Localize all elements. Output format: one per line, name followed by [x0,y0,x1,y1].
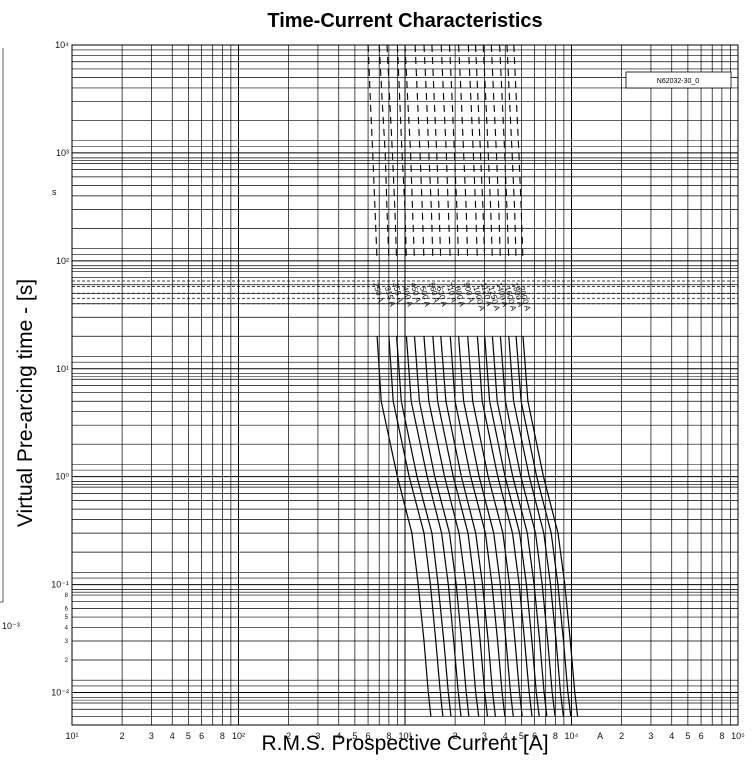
x-tick-label: 8 [386,731,391,741]
series-curve-upper [386,44,398,261]
y-minor-tick-label: 5 [65,615,69,621]
grid [71,44,739,726]
series-curve-lower [458,336,514,717]
series-curve-lower [396,336,452,717]
series-curve-lower [388,336,444,717]
y-unit-marker: s [52,187,57,197]
series-curve-upper [423,44,434,261]
series-curve-lower [476,336,533,717]
y-tick-label: 10⁰ [55,472,69,482]
series-curve-lower [515,336,572,717]
series-curve-upper [431,44,442,261]
series-curve-upper [404,44,416,261]
series-curve-lower [405,336,462,717]
x-tick-label: 10² [232,731,245,741]
series-curve-lower [499,336,556,717]
y-tick-label: 10² [56,256,69,266]
x-axis-label: R.M.S. Prospective Current [A] [261,732,548,755]
y-tick-label: 10³ [56,148,69,158]
x-tick-label: 4 [336,731,341,741]
x-tick-label: 4 [503,731,508,741]
y-minor-tick-label: 8 [65,593,69,599]
x-tick-label: 6 [532,731,537,741]
series-curve-lower [467,336,523,717]
series-curve-upper [396,44,407,261]
series-curve-upper [448,44,460,261]
series-curve-upper [474,44,486,261]
left-fragment-tick: 10⁻³ [2,621,20,631]
x-tick-label: 10¹ [65,731,78,741]
series-curve-upper [440,44,451,261]
y-tick-labels: 10⁴ 10³ 10² 10¹ 10⁰ 10⁻¹ 10⁻² 8 6 5 4 3 2 [51,40,69,698]
x-tick-label: 4 [170,731,175,741]
series-curve-upper [513,44,524,261]
series-curve-lower [413,336,470,717]
x-tick-label: 3 [482,731,487,741]
x-tick-label: 2 [120,731,125,741]
x-tick-label: 2 [286,731,291,741]
y-tick-label: 10¹ [56,364,69,374]
x-tick-label: 10³ [398,731,411,741]
series-curve-upper [490,44,501,261]
x-tick-label: 3 [315,731,320,741]
x-tick-label: 6 [699,731,704,741]
x-tick-labels: 10¹ 2 3 4 5 6 8 10² 2 3 4 5 6 8 10³ 2 3 4 5 6 8 10⁴ 2 3 4 5 6 8 10⁵ [65,731,745,741]
y-axis-label: Virtual Pre-arcing time - [s] [14,279,37,527]
left-edge-fragment: 10⁻³ [0,48,20,631]
series-curve-lower [440,336,496,717]
x-tick-label: 5 [685,731,690,741]
series-curve-upper [467,44,478,261]
x-tick-label: 5 [186,731,191,741]
series-curve-upper [482,44,493,261]
y-minor-tick-label: 4 [65,626,69,632]
x-tick-label: 5 [352,731,357,741]
series-curve-lower [376,336,432,717]
x-tick-label: 8 [553,731,558,741]
x-tick-label: 8 [719,731,724,741]
series-curve-lower [491,336,548,717]
reference-box: N62032-30_0 [625,71,732,89]
x-tick-label: 3 [648,731,653,741]
series-curve-lower [449,336,506,717]
series-curve-upper [378,44,390,261]
chart-title: Time-Current Characteristics [267,10,542,32]
series-curve-upper [367,44,378,261]
series-curve-lower [522,336,579,717]
x-tick-label: 6 [199,731,204,741]
dashed-levels [72,280,738,305]
x-tick-label: 2 [453,731,458,741]
y-minor-tick-label: 3 [65,639,69,645]
series-curve-lower [432,336,489,717]
series-curve-upper [414,44,425,261]
x-tick-label: 3 [149,731,154,741]
series-curve-lower [508,336,564,717]
x-tick-label: 10⁵ [731,731,745,741]
series-curve-upper [506,44,517,261]
series-curves [367,44,579,717]
y-minor-tick-label: 2 [65,658,69,664]
y-minor-tick-label: 6 [65,607,69,613]
series-curve-lower [484,336,540,717]
x-tick-label: 6 [366,731,371,741]
reference-box-text: N62032-30_0 [657,78,700,85]
x-unit-marker: A [597,731,603,741]
y-tick-label: 10⁴ [55,40,69,50]
y-tick-label: 10⁻¹ [51,580,69,590]
x-tick-label: 8 [220,731,225,741]
series-curve-upper [499,44,510,261]
x-tick-label: 5 [519,731,524,741]
series-curve-upper [458,44,469,261]
x-tick-label: 10⁴ [565,731,579,741]
series-curve-lower [423,336,480,717]
x-tick-label: 2 [619,731,624,741]
x-tick-label: 4 [669,731,674,741]
y-tick-label: 10⁻² [51,688,69,698]
